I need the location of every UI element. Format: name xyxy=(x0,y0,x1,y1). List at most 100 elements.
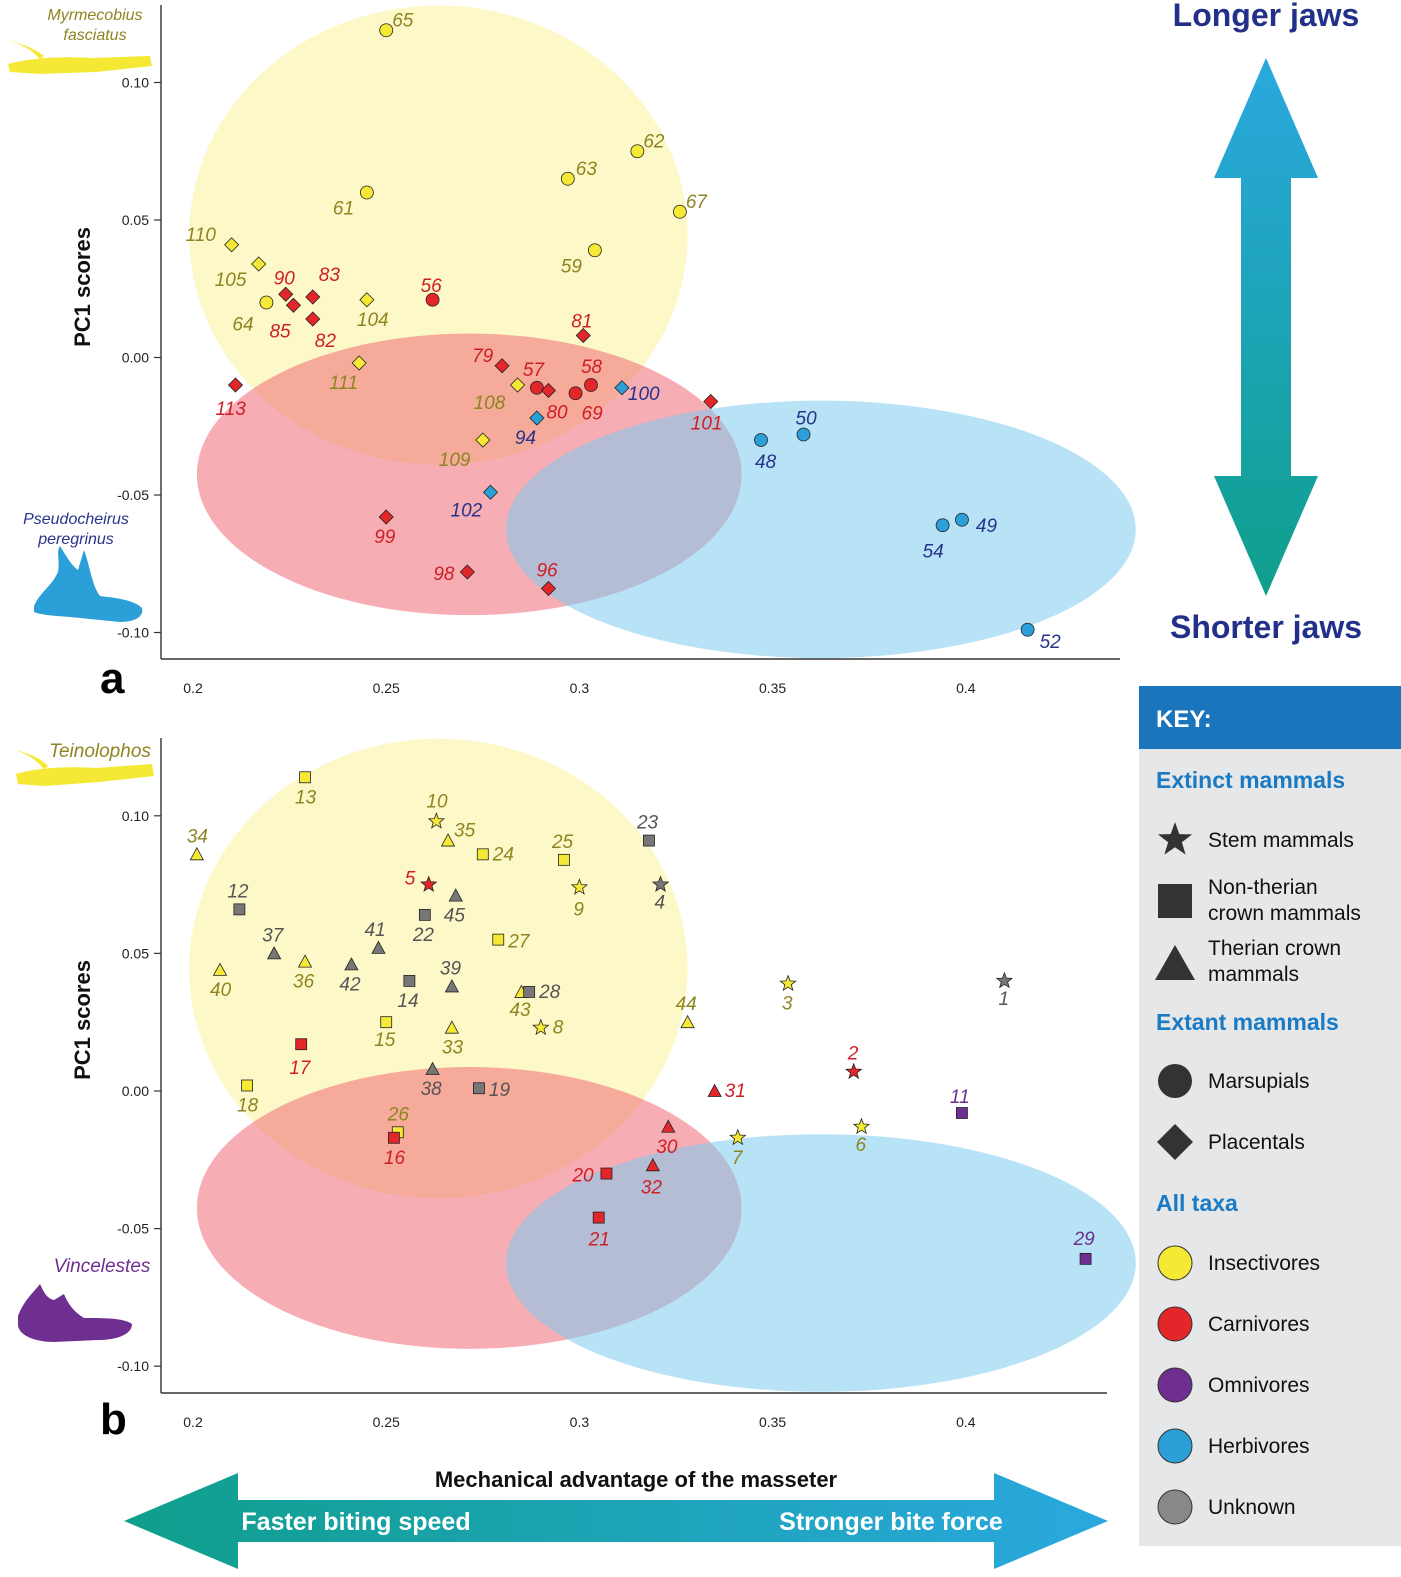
panel-a-point-label-110: 110 xyxy=(186,225,217,246)
panel-a-point-108-diamond xyxy=(510,377,526,393)
panel-a-point-label-52: 52 xyxy=(1040,632,1062,653)
panel-a-point-label-69: 69 xyxy=(582,403,604,424)
panel-a-point-label-111: 111 xyxy=(329,373,358,394)
bite-mode-arrow xyxy=(124,1473,1108,1569)
panel-a-point-label-67: 67 xyxy=(686,192,709,213)
faster-biting-label: Faster biting speed xyxy=(241,1508,470,1536)
panel-b-point-24-square xyxy=(476,848,489,861)
teinolophos-label: Teinolophos xyxy=(49,741,151,762)
panel-a-xtick-label: 0.4 xyxy=(956,680,976,696)
panel-b-point-label-22: 22 xyxy=(412,925,435,946)
panel-a-point-label-61: 61 xyxy=(333,199,354,220)
legend-omnivore-swatch xyxy=(1157,1367,1193,1403)
panel-b-ytick-label: -0.05 xyxy=(117,1221,149,1237)
panel-b-point-29-square xyxy=(1079,1252,1092,1265)
panel-a-point-48-circle xyxy=(754,433,768,447)
panel-b-point-9-star xyxy=(570,878,589,895)
panel-a-point-label-80: 80 xyxy=(546,403,568,424)
panel-b-point-label-45: 45 xyxy=(444,906,466,927)
panel-a-point-label-58: 58 xyxy=(581,357,603,378)
panel-b-point-label-11: 11 xyxy=(950,1087,970,1108)
panel-b-point-19-square xyxy=(473,1082,485,1095)
panel-b-point-2-star xyxy=(845,1062,863,1080)
panel-b-point-label-1: 1 xyxy=(998,989,1009,1010)
panel-b-point-label-15: 15 xyxy=(374,1030,396,1051)
jaw-length-arrow xyxy=(1214,58,1318,596)
panel-a-point-label-83: 83 xyxy=(319,265,341,286)
panel-b-point-label-5: 5 xyxy=(405,869,416,890)
panel-a-point-label-62: 62 xyxy=(643,131,665,152)
panel-a-point-104-diamond xyxy=(359,292,375,308)
panel-b-point-6-star xyxy=(852,1117,871,1135)
panel-b-point-41-triangle xyxy=(371,940,386,954)
panel-a-ellipse-herbivore xyxy=(505,400,1136,659)
panel-a-ytick-label: -0.10 xyxy=(117,625,149,641)
panel-a-point-85-diamond xyxy=(285,297,302,313)
panel-b-point-34-triangle xyxy=(189,846,205,861)
panel-b-point-label-9: 9 xyxy=(573,899,584,920)
panel-b-point-36-triangle xyxy=(297,954,313,968)
panel-b-point-23-square xyxy=(643,834,655,847)
legend-insectivores: Insectivores xyxy=(1208,1252,1320,1275)
panel-b-point-35-triangle xyxy=(440,833,456,847)
vincelestes-label: Vincelestes xyxy=(54,1256,151,1277)
panel-a-point-109-diamond xyxy=(475,432,491,448)
panel-a-point-49-circle xyxy=(955,512,969,527)
panel-a-ylabel: PC1 scores xyxy=(70,227,95,347)
panel-b-point-25-square xyxy=(558,853,570,866)
panel-b-point-32-triangle xyxy=(645,1157,660,1172)
panel-b-point-label-37: 37 xyxy=(262,925,285,946)
panel-a-point-62-circle xyxy=(630,144,645,159)
legend-triangle-icon xyxy=(1155,945,1195,980)
panel-a-point-110-diamond xyxy=(224,237,240,253)
panel-b-point-label-27: 27 xyxy=(507,932,531,953)
panel-a-point-59-circle xyxy=(587,243,602,258)
legend-omnivores: Omnivores xyxy=(1208,1374,1310,1397)
panel-b-point-20-square xyxy=(600,1167,613,1180)
legend-header xyxy=(1139,686,1401,749)
panel-b-point-label-16: 16 xyxy=(384,1148,406,1169)
teinolophos-jaw-icon xyxy=(16,750,154,786)
panel-b-point-16-square xyxy=(388,1131,400,1144)
panel-a-point-label-100: 100 xyxy=(628,384,660,405)
panel-b-point-label-10: 10 xyxy=(426,791,448,812)
panel-b-point-27-square xyxy=(492,933,505,946)
panel-b-point-label-13: 13 xyxy=(295,787,317,808)
legend-nontherian-1: Non-therian xyxy=(1208,876,1318,899)
myrmecobius-jaw-icon xyxy=(8,40,152,74)
panel-b-point-label-19: 19 xyxy=(489,1080,511,1101)
panel-b-point-label-44: 44 xyxy=(676,994,697,1015)
longer-jaws-label: Longer jaws xyxy=(1173,0,1360,33)
legend-stem-mammals: Stem mammals xyxy=(1208,829,1354,852)
panel-b-point-label-20: 20 xyxy=(571,1166,594,1187)
panel-b-point-40-triangle xyxy=(212,962,228,976)
panel-a-point-69-circle xyxy=(568,386,583,401)
panel-b-ytick-label: 0.05 xyxy=(122,945,149,961)
panel-b-point-3-star xyxy=(779,974,797,991)
panel-b-point-label-33: 33 xyxy=(442,1038,464,1059)
panel-b-point-label-21: 21 xyxy=(588,1230,610,1251)
panel-a-point-98-diamond xyxy=(459,564,475,580)
panel-a-point-label-81: 81 xyxy=(571,312,592,333)
legend-all-taxa-heading: All taxa xyxy=(1156,1190,1238,1216)
panel-a-point-label-48: 48 xyxy=(755,452,777,473)
panel-b-point-18-square xyxy=(241,1079,253,1092)
panel-a-point-80-diamond xyxy=(540,382,557,399)
panel-a-point-100-diamond xyxy=(614,380,630,396)
panel-a-axes: 0.10 0.05 0.00 -0.05 -0.10 0.2 0.25 0.3 0.35 0.4 xyxy=(117,5,1120,696)
panel-a-ellipses xyxy=(189,5,1136,659)
panel-a-point-102-diamond xyxy=(482,484,499,500)
panel-a-point-105-diamond xyxy=(251,256,267,272)
panel-b-point-label-8: 8 xyxy=(553,1018,564,1039)
legend-therian-2: mammals xyxy=(1208,963,1299,986)
panel-b-point-label-30: 30 xyxy=(656,1137,678,1158)
panel-b-point-label-28: 28 xyxy=(538,982,561,1003)
panel-b-xtick-label: 0.25 xyxy=(373,1414,400,1430)
panel-a-point-label-49: 49 xyxy=(976,516,998,537)
panel-a-xtick-label: 0.35 xyxy=(759,680,786,696)
pseudocheirus-jaw-icon xyxy=(34,546,143,622)
panel-a-point-65-circle xyxy=(379,23,394,38)
panel-a-ytick-label: 0.05 xyxy=(122,212,149,228)
panel-a-point-label-50: 50 xyxy=(796,409,818,430)
